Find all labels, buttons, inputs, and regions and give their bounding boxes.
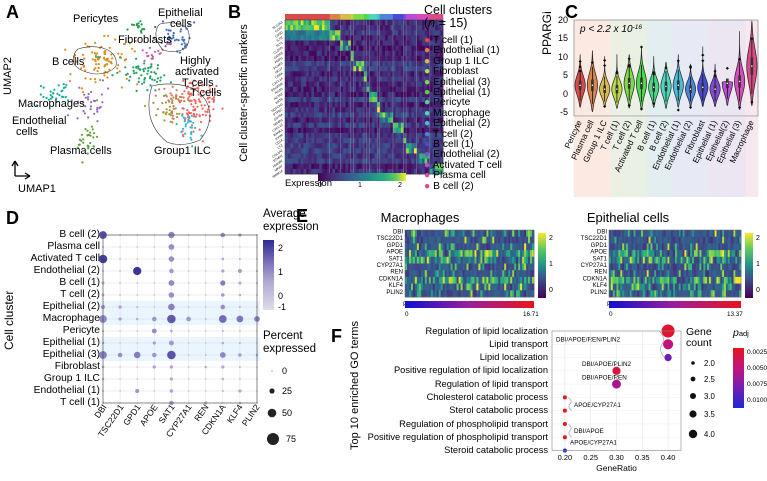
svg-text:0: 0	[756, 287, 760, 294]
svg-text:0.20: 0.20	[558, 453, 573, 462]
svg-text:DBI/APOE/PLIN2: DBI/APOE/PLIN2	[582, 361, 631, 368]
svg-text:16.71: 16.71	[523, 311, 539, 318]
svg-text:1: 1	[358, 182, 362, 187]
svg-text:-1: -1	[278, 302, 286, 312]
svg-text:CDKN1A: CDKN1A	[583, 276, 607, 282]
svg-text:1: 1	[756, 261, 760, 268]
svg-text:1: 1	[549, 261, 553, 268]
svg-text:0: 0	[318, 182, 322, 187]
svg-text:APOE/CYP27A1: APOE/CYP27A1	[574, 402, 621, 409]
svg-text:CYP27A1: CYP27A1	[377, 263, 404, 269]
svg-text:50: 50	[282, 408, 292, 418]
svg-text:3.0: 3.0	[704, 392, 716, 401]
svg-text:0.40: 0.40	[661, 453, 676, 462]
svg-text:Macrophages: Macrophages	[18, 98, 85, 110]
svg-text:0: 0	[282, 366, 287, 376]
svg-text:PLIN2: PLIN2	[240, 402, 262, 427]
svg-text:Plasma cells: Plasma cells	[50, 145, 112, 157]
svg-text:cells: cells	[170, 18, 193, 30]
svg-text:B cells: B cells	[52, 56, 85, 68]
svg-text:0.30: 0.30	[609, 453, 624, 462]
svg-text:75: 75	[286, 434, 296, 444]
svg-text:3.5: 3.5	[704, 410, 716, 419]
svg-text:Pericytes: Pericytes	[73, 13, 119, 25]
svg-text:KLF4: KLF4	[593, 283, 608, 289]
svg-text:4.0: 4.0	[704, 430, 716, 439]
svg-text:2.0: 2.0	[704, 359, 716, 368]
svg-text:0.0025: 0.0025	[747, 349, 767, 356]
svg-text:cells: cells	[16, 126, 39, 138]
svg-text:DBI/APOE/REN: DBI/APOE/REN	[582, 374, 627, 381]
svg-text:0.0075: 0.0075	[747, 381, 767, 388]
svg-text:0.25: 0.25	[583, 453, 598, 462]
svg-text:T cells: T cells	[190, 87, 222, 99]
svg-text:Group1 ILC: Group1 ILC	[154, 145, 211, 157]
svg-text:DBI/APOE/REN/PLIN2: DBI/APOE/REN/PLIN2	[556, 336, 621, 343]
svg-text:0.0050: 0.0050	[747, 365, 767, 372]
svg-text:GPD1: GPD1	[591, 243, 608, 249]
svg-text:0: 0	[549, 287, 553, 294]
svg-text:GPD1: GPD1	[387, 243, 404, 249]
svg-text:APOE: APOE	[386, 250, 403, 256]
svg-text:CYP27A1: CYP27A1	[581, 263, 608, 269]
svg-text:2.5: 2.5	[704, 375, 716, 384]
svg-text:TSC22D1: TSC22D1	[377, 236, 404, 242]
svg-text:KLF4: KLF4	[389, 283, 404, 289]
svg-text:APOE: APOE	[138, 402, 160, 428]
svg-text:APOE: APOE	[590, 250, 607, 256]
svg-text:13.37: 13.37	[727, 311, 743, 318]
svg-text:APOE/CYP27A1: APOE/CYP27A1	[570, 439, 617, 446]
svg-text:SAT1: SAT1	[388, 256, 403, 262]
svg-text:2: 2	[398, 182, 402, 187]
svg-text:CDKN1A: CDKN1A	[379, 276, 403, 282]
svg-text:DBI: DBI	[393, 230, 403, 236]
svg-text:0: 0	[609, 311, 613, 318]
svg-text:0.35: 0.35	[635, 453, 650, 462]
svg-text:PLIN2: PLIN2	[386, 290, 403, 296]
svg-text:GeneRatio: GeneRatio	[596, 463, 637, 473]
svg-text:DBI: DBI	[597, 230, 607, 236]
svg-text:DBI/APOE: DBI/APOE	[574, 428, 604, 435]
svg-text:2: 2	[278, 243, 283, 253]
svg-text:REN: REN	[594, 270, 607, 276]
svg-text:0: 0	[278, 291, 283, 301]
svg-text:Fibroblasts: Fibroblasts	[118, 34, 172, 46]
svg-text:REN: REN	[390, 270, 403, 276]
svg-text:2: 2	[549, 235, 553, 242]
svg-text:0.0100: 0.0100	[747, 397, 767, 404]
svg-text:PLIN2: PLIN2	[590, 290, 607, 296]
svg-text:1: 1	[278, 267, 283, 277]
svg-text:0: 0	[405, 311, 409, 318]
svg-text:SAT1: SAT1	[592, 256, 607, 262]
svg-text:2: 2	[756, 235, 760, 242]
svg-text:TSC22D1: TSC22D1	[581, 236, 608, 242]
svg-text:25: 25	[282, 386, 292, 396]
